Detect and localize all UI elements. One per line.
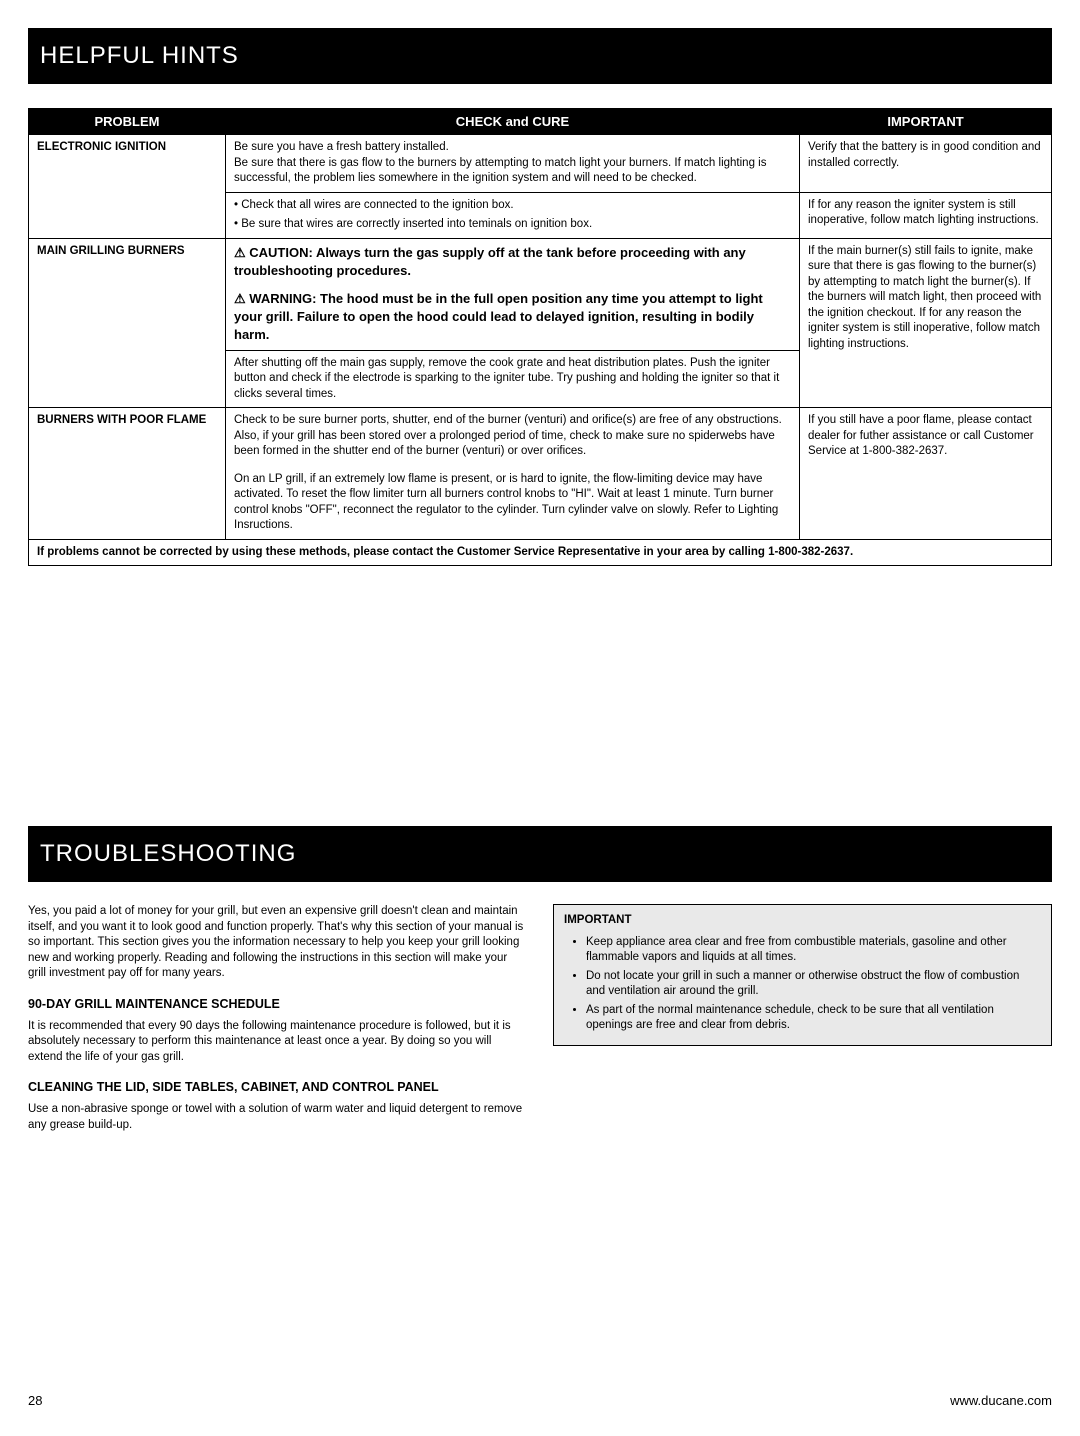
th-check: CHECK and CURE: [226, 109, 800, 135]
cleaning-paragraph: Use a non-abrasive sponge or towel with …: [28, 1102, 527, 1133]
important-cell: Verify that the battery is in good condi…: [800, 135, 1052, 193]
problem-cell: ELECTRONIC IGNITION: [29, 135, 226, 239]
maintenance-paragraph: It is recommended that every 90 days the…: [28, 1019, 527, 1066]
table-row: MAIN GRILLING BURNERS ⚠ CAUTION: Always …: [29, 238, 1052, 350]
left-column: Yes, you paid a lot of money for your gr…: [28, 904, 527, 1133]
maintenance-heading: 90-DAY GRILL MAINTENANCE SCHEDULE: [28, 996, 527, 1013]
troubleshooting-header: TROUBLESHOOTING: [28, 826, 1052, 882]
th-problem: PROBLEM: [29, 109, 226, 135]
intro-paragraph: Yes, you paid a lot of money for your gr…: [28, 904, 527, 982]
check-cell: Be sure you have a fresh battery install…: [226, 135, 800, 193]
check-para: Check to be sure burner ports, shutter, …: [234, 413, 791, 460]
check-cell: ⚠ CAUTION: Always turn the gas supply of…: [226, 238, 800, 350]
table-footnote: If problems cannot be corrected by using…: [29, 539, 1052, 566]
helpful-hints-header: HELPFUL HINTS: [28, 28, 1052, 84]
table-footnote-row: If problems cannot be corrected by using…: [29, 539, 1052, 566]
bullet: • Check that all wires are connected to …: [234, 198, 791, 214]
bottom-columns: Yes, you paid a lot of money for your gr…: [28, 904, 1052, 1133]
troubleshooting-table: PROBLEM CHECK and CURE IMPORTANT ELECTRO…: [28, 108, 1052, 566]
check-cell: After shutting off the main gas supply, …: [226, 350, 800, 408]
list-item: As part of the normal maintenance schedu…: [586, 1003, 1041, 1034]
page-footer: 28 www.ducane.com: [28, 1393, 1052, 1408]
footer-url: www.ducane.com: [950, 1393, 1052, 1408]
troubleshooting-table-wrap: PROBLEM CHECK and CURE IMPORTANT ELECTRO…: [28, 108, 1052, 566]
table-row: BURNERS WITH POOR FLAME Check to be sure…: [29, 408, 1052, 540]
th-important: IMPORTANT: [800, 109, 1052, 135]
check-cell: • Check that all wires are connected to …: [226, 192, 800, 238]
page-number: 28: [28, 1393, 42, 1408]
bullet: • Be sure that wires are correctly inser…: [234, 217, 791, 233]
important-cell: If the main burner(s) still fails to ign…: [800, 238, 1052, 407]
list-item: Keep appliance area clear and free from …: [586, 935, 1041, 966]
important-cell: If you still have a poor flame, please c…: [800, 408, 1052, 540]
important-box: IMPORTANT Keep appliance area clear and …: [553, 904, 1052, 1046]
important-title: IMPORTANT: [564, 913, 1041, 929]
right-column: IMPORTANT Keep appliance area clear and …: [553, 904, 1052, 1133]
important-list: Keep appliance area clear and free from …: [564, 935, 1041, 1034]
warning-text: ⚠ WARNING: The hood must be in the full …: [234, 290, 791, 345]
list-item: Do not locate your grill in such a manne…: [586, 969, 1041, 1000]
important-cell: If for any reason the igniter system is …: [800, 192, 1052, 238]
check-cell: Check to be sure burner ports, shutter, …: [226, 408, 800, 540]
check-para: On an LP grill, if an extremely low flam…: [234, 472, 791, 534]
caution-text: ⚠ CAUTION: Always turn the gas supply of…: [234, 244, 791, 280]
problem-cell: MAIN GRILLING BURNERS: [29, 238, 226, 407]
table-row: ELECTRONIC IGNITION Be sure you have a f…: [29, 135, 1052, 193]
problem-cell: BURNERS WITH POOR FLAME: [29, 408, 226, 540]
cleaning-heading: CLEANING THE LID, SIDE TABLES, CABINET, …: [28, 1079, 527, 1096]
